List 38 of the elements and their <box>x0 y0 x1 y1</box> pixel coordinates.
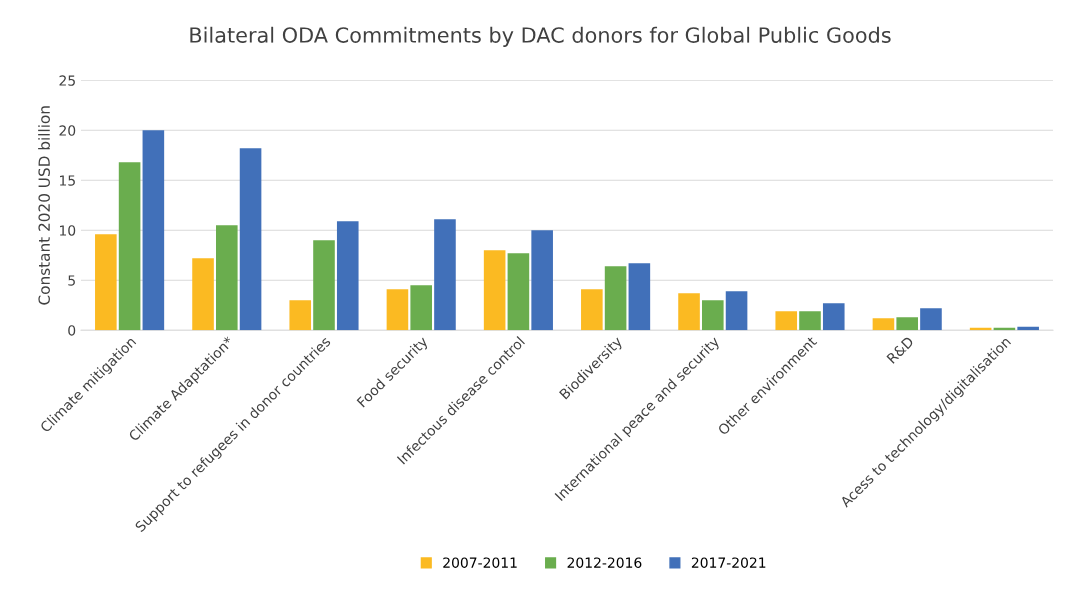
y-axis-title: Constant 2020 USD billion <box>38 106 50 305</box>
bar <box>920 308 942 331</box>
y-tick-label: 15 <box>59 175 75 186</box>
bar <box>896 317 918 331</box>
y-tick-label: 10 <box>59 225 76 236</box>
bar <box>702 300 724 331</box>
bar <box>142 130 165 331</box>
legend-label: 2017-2021 <box>691 557 766 568</box>
bar <box>192 258 214 331</box>
bar <box>118 162 141 331</box>
bar <box>775 311 798 331</box>
y-tick-label: 5 <box>68 275 75 286</box>
bar <box>507 253 530 331</box>
bar <box>483 250 506 331</box>
bar <box>872 318 895 331</box>
bar <box>239 148 262 331</box>
legend-label: 2012-2016 <box>567 557 642 568</box>
bar <box>822 303 845 331</box>
bar <box>313 240 335 331</box>
bar <box>678 293 700 331</box>
y-tick-label: 20 <box>59 125 76 136</box>
bar <box>725 291 748 331</box>
bar <box>95 234 117 331</box>
bar <box>410 285 432 331</box>
legend-label: 2007-2011 <box>443 557 517 568</box>
y-tick-label: 0 <box>68 325 76 336</box>
bar <box>604 266 627 331</box>
bar <box>386 289 409 331</box>
bar <box>289 300 312 331</box>
y-tick-label: 25 <box>59 75 75 86</box>
bar <box>628 263 651 331</box>
chart-title: Bilateral ODA Commitments by DAC donors for Global Public Goods <box>190 26 891 47</box>
bar <box>216 225 238 331</box>
bar <box>531 230 553 331</box>
bar <box>799 311 821 331</box>
bar <box>581 289 603 331</box>
bar <box>434 219 456 331</box>
bar <box>336 221 359 331</box>
